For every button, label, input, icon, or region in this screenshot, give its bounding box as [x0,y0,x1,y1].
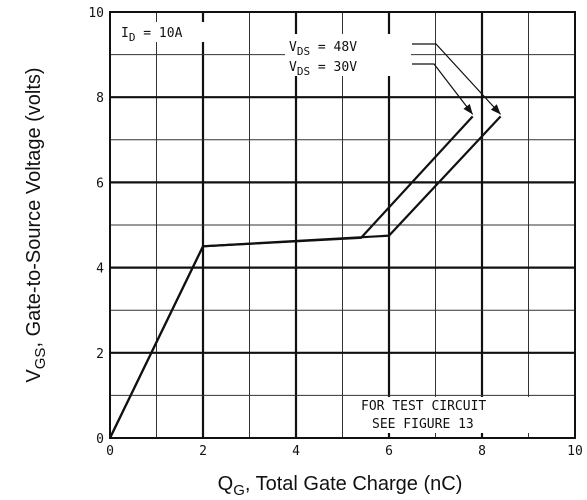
test-circuit-note-line1: FOR TEST CIRCUIT [361,399,486,414]
series-lines [109,115,502,439]
id-annotation-background [117,22,213,42]
y-tick-label: 2 [96,347,104,362]
arrow-vds-30v-head [463,104,473,115]
x-tick-label: 10 [567,444,583,459]
y-tick-label: 6 [96,176,104,191]
arrow-vds-30v [412,63,474,115]
vds-annotation-background [285,34,411,76]
y-tick-labels: 0 2 4 6 8 10 [88,6,104,447]
vds-30v-label: VDS = 30V [289,60,357,78]
x-tick-label: 0 [106,444,114,459]
y-tick-label: 0 [96,432,104,447]
arrow-vds-48v [412,43,502,115]
arrow-vds-48v-head [490,104,501,115]
y-tick-label: 8 [96,91,104,106]
y-axis-title: VGS, Gate-to-Source Voltage (volts) [23,67,49,382]
x-axis-title: QG, Total Gate Charge (nC) [218,473,463,499]
x-tick-labels: 0 2 4 6 8 10 [106,444,583,459]
id-annotation: ID = 10A [121,26,183,44]
test-circuit-note-background [358,397,536,433]
y-tick-label: 10 [88,6,104,21]
vds-leader-arrows [412,43,502,115]
x-tick-label: 2 [199,444,207,459]
x-tick-label: 4 [292,444,300,459]
test-circuit-note-line2: SEE FIGURE 13 [372,417,474,432]
plot-frame [109,11,576,439]
y-tick-label: 4 [96,262,104,277]
series-vds-48v-line [109,115,502,439]
x-tick-label: 8 [478,444,486,459]
vds-48v-label: VDS = 48V [289,40,357,58]
series-vds-30v-line [109,115,474,439]
x-tick-label: 6 [385,444,393,459]
